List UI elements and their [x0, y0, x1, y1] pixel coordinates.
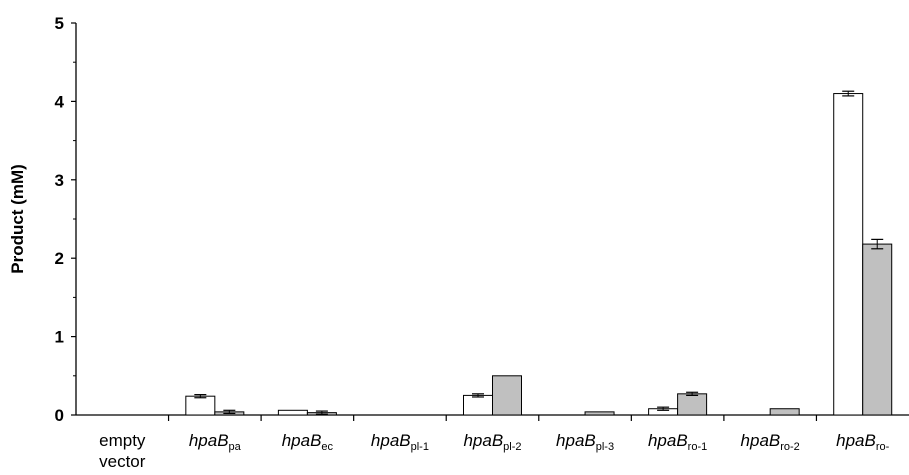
bar [492, 375, 522, 416]
y-tick-label: 3 [55, 171, 64, 190]
x-tick-label: hpaBro-2 [741, 431, 800, 453]
x-axis [76, 414, 909, 421]
bar [185, 395, 216, 416]
y-tick-label: 5 [55, 14, 64, 33]
bar [277, 409, 308, 416]
category-labels: empty vector hpaBpa hpaBec hpaBpl-1 hpaBpl-2 h… [99, 431, 889, 471]
y-tick-label: 2 [55, 249, 64, 268]
x-tick-label: hpaBpl-2 [463, 431, 521, 453]
bars [185, 90, 893, 416]
bar [833, 93, 864, 416]
y-tick-label: 0 [55, 406, 64, 425]
bar [584, 411, 615, 416]
x-tick-label: hpaBpl-3 [556, 431, 614, 453]
y-tick-label: 4 [55, 92, 65, 111]
x-tick-label: hpaBpl-1 [371, 431, 429, 453]
x-tick-label: hpaBpa [189, 431, 242, 453]
x-tick-label: hpaBec [282, 431, 334, 453]
bar [463, 394, 493, 416]
bar [677, 393, 708, 416]
y-tick-label: 1 [55, 328, 64, 347]
x-tick-label: empty vector [99, 431, 146, 471]
y-axis: 0 1 2 3 4 5 [55, 14, 77, 425]
y-axis-label: Product (mM) [8, 164, 27, 274]
bar [862, 243, 893, 416]
x-tick-label: hpaBro-1 [648, 431, 707, 453]
bar [769, 408, 800, 416]
x-tick-label: hpaBro- [836, 431, 889, 453]
